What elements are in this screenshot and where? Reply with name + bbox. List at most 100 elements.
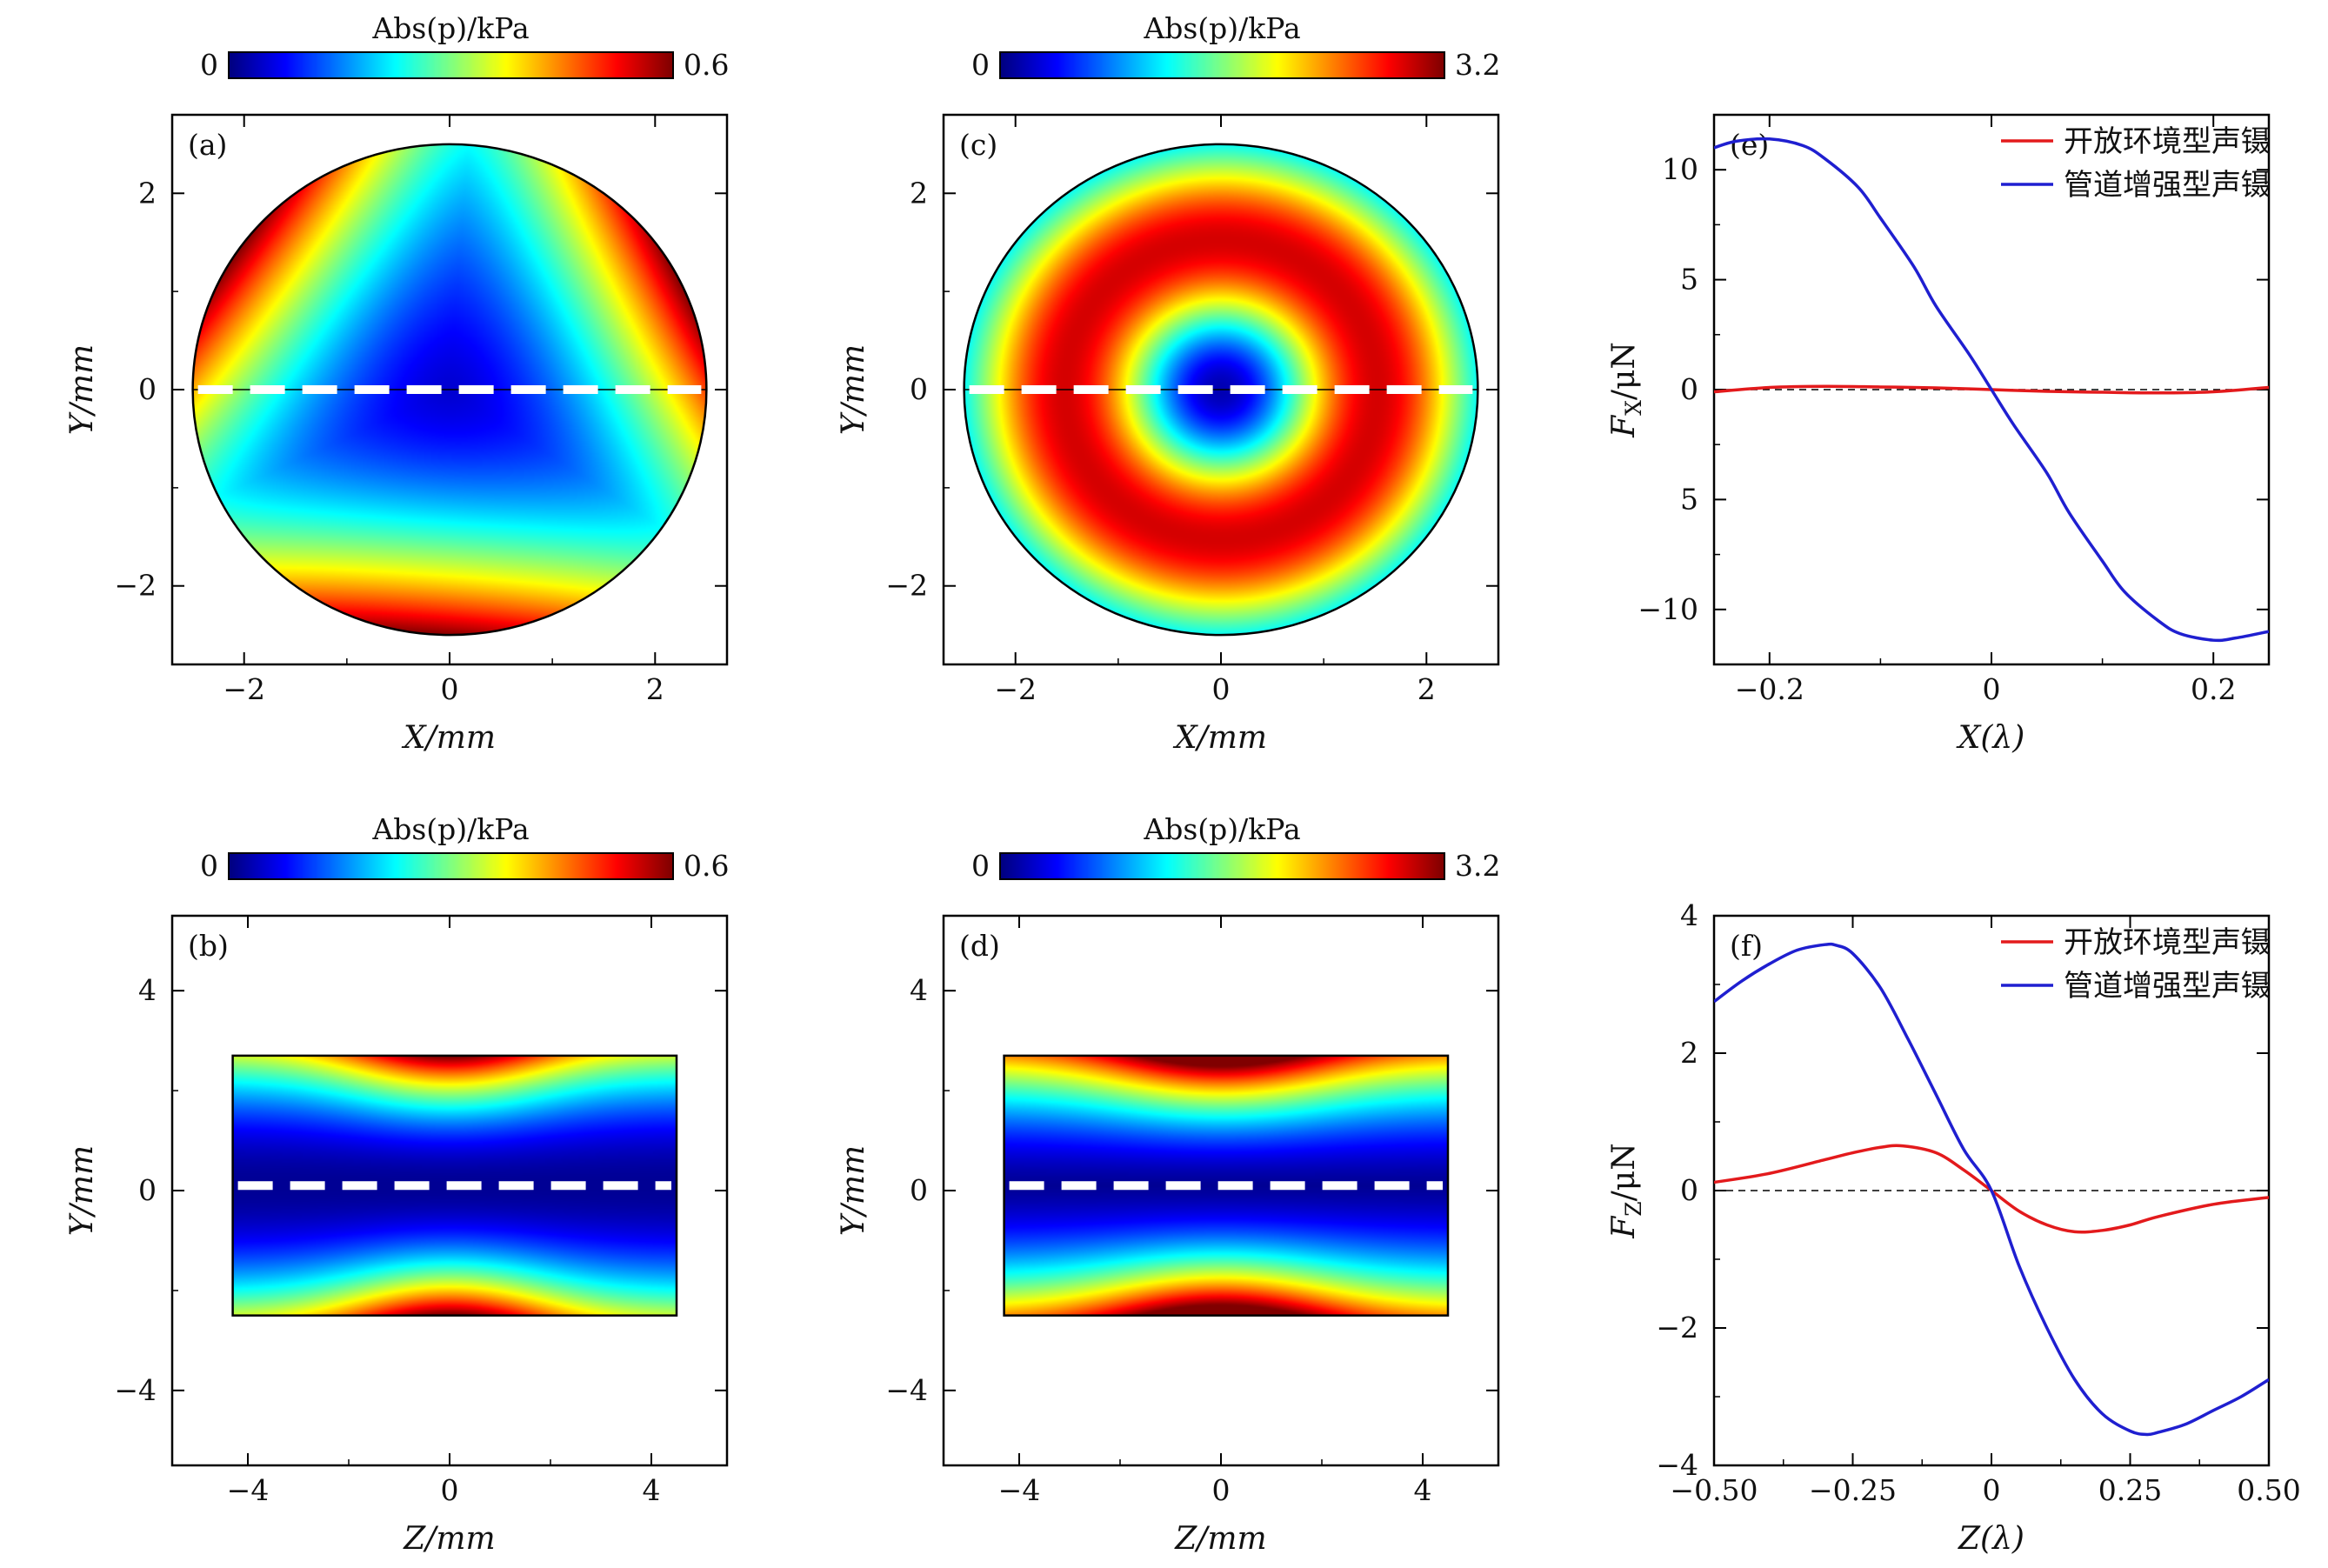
x-tick-label: 0.2 bbox=[2191, 672, 2236, 706]
colorbar-min-label: 0 bbox=[200, 48, 218, 82]
x-tick-label: 0 bbox=[441, 672, 459, 706]
x-tick-label: 0 bbox=[1212, 1473, 1231, 1507]
y-tick-label: −2 bbox=[114, 569, 157, 603]
panel-label: (e) bbox=[1730, 128, 1769, 162]
y-axis-label-main: F bbox=[1606, 414, 1642, 438]
y-tick-label: 0 bbox=[1680, 1173, 1698, 1207]
x-tick-label: 0.50 bbox=[2237, 1473, 2300, 1507]
y-tick-label: 10 bbox=[1662, 152, 1698, 186]
y-tick-label: −4 bbox=[114, 1373, 157, 1407]
y-tick-label: 0 bbox=[138, 372, 157, 406]
x-tick-label: −4 bbox=[998, 1473, 1041, 1507]
panel-label: (c) bbox=[959, 128, 997, 162]
colorbar-d bbox=[1000, 853, 1444, 879]
panel-d: 0 3.2 Abs(p)/kPa −4 0 4 −4 0 4 Z/mm Y/mm (d) bbox=[836, 812, 1500, 1557]
y-axis-label-sub: Z bbox=[1621, 1201, 1646, 1216]
y-tick-label: −4 bbox=[885, 1373, 928, 1407]
x-tick-label: −2 bbox=[994, 672, 1037, 706]
y-tick-label: −10 bbox=[1638, 592, 1698, 626]
panel-label: (f) bbox=[1730, 929, 1763, 963]
y-tick-label: −2 bbox=[1656, 1311, 1698, 1344]
y-axis-label: Y/mm bbox=[64, 344, 100, 435]
x-tick-label: 0 bbox=[1983, 672, 2001, 706]
x-axis-label: X/mm bbox=[1172, 720, 1267, 756]
colorbar-max-label: 0.6 bbox=[684, 48, 729, 82]
colorbar-title: Abs(p)/kPa bbox=[371, 11, 529, 45]
panel-label: (d) bbox=[959, 929, 1000, 963]
x-tick-label: 4 bbox=[643, 1473, 661, 1507]
panel-a: 0 0.6 Abs(p)/kPa −2 0 2 −2 0 2 X/mm Y/mm (a) bbox=[64, 11, 729, 756]
colorbar-frame-b bbox=[228, 852, 674, 880]
colorbar-a bbox=[229, 52, 673, 78]
y-tick-label: 2 bbox=[138, 176, 157, 210]
x-tick-label: 0 bbox=[441, 1473, 459, 1507]
colorbar-frame-c bbox=[999, 51, 1445, 79]
y-tick-label: −4 bbox=[1656, 1448, 1698, 1482]
colorbar-max-label: 3.2 bbox=[1455, 48, 1500, 82]
panel-b: 0 0.6 Abs(p)/kPa −4 0 4 −4 0 4 Z/mm Y/mm (b) bbox=[64, 812, 729, 1557]
y-axis-label-sub: X bbox=[1621, 400, 1646, 416]
x-tick-label: 4 bbox=[1414, 1473, 1432, 1507]
x-tick-label: 0.25 bbox=[2098, 1473, 2162, 1507]
x-tick-label: −0.50 bbox=[1670, 1473, 1758, 1507]
y-tick-label: 2 bbox=[910, 176, 928, 210]
x-axis-label: X(λ) bbox=[1956, 720, 2025, 756]
colorbar-frame-a bbox=[228, 51, 674, 79]
series-line-1 bbox=[1714, 942, 2269, 1437]
y-tick-label: −2 bbox=[885, 569, 928, 603]
y-tick-label: 2 bbox=[1680, 1036, 1698, 1070]
colorbar-title: Abs(p)/kPa bbox=[1143, 812, 1300, 846]
panel-e: −0.2 0 0.2 10 5 0 5 −10 X(λ) FX/μN (e) 开放环境型声镊管道增强型… bbox=[1606, 113, 2271, 756]
legend-label-0: 开放环境型声镊 bbox=[2064, 925, 2271, 960]
colorbar-min-label: 0 bbox=[971, 48, 990, 82]
x-tick-label: 0 bbox=[1212, 672, 1231, 706]
x-axis-label: Z/mm bbox=[1174, 1521, 1266, 1557]
series-line-1 bbox=[1714, 137, 2269, 643]
colorbar-title: Abs(p)/kPa bbox=[1143, 11, 1300, 45]
x-axis-label: Z/mm bbox=[403, 1521, 495, 1557]
panel-f: −0.50 −0.25 0 0.25 0.50 4 2 0 −2 −4 Z(λ) FZ/μN (f) 开放… bbox=[1606, 898, 2301, 1557]
legend-label-1: 管道增强型声镊 bbox=[2064, 969, 2271, 1004]
colorbar-title: Abs(p)/kPa bbox=[371, 812, 529, 846]
domain-outline-b bbox=[231, 1054, 678, 1317]
y-tick-label: 0 bbox=[910, 1173, 928, 1207]
y-tick-label: 4 bbox=[1680, 898, 1698, 932]
x-tick-label: 2 bbox=[1417, 672, 1436, 706]
y-axis-label: Y/mm bbox=[836, 344, 871, 435]
x-axis-label: Z(λ) bbox=[1958, 1521, 2024, 1557]
y-axis-label: Y/mm bbox=[64, 1145, 100, 1236]
colorbar-max-label: 0.6 bbox=[684, 849, 729, 883]
panel-label: (a) bbox=[188, 128, 227, 162]
colorbar-min-label: 0 bbox=[971, 849, 990, 883]
x-tick-label: −4 bbox=[227, 1473, 270, 1507]
y-axis-label-unit: /μN bbox=[1606, 342, 1642, 400]
y-tick-label: 0 bbox=[1680, 372, 1698, 406]
domain-outline-d bbox=[1003, 1054, 1450, 1317]
x-tick-label: −2 bbox=[223, 672, 265, 706]
panel-c: 0 3.2 Abs(p)/kPa −2 0 2 −2 0 2 X/mm Y/mm (c) bbox=[836, 11, 1500, 756]
x-tick-label: −0.2 bbox=[1735, 672, 1804, 706]
y-axis-label: FZ/μN bbox=[1606, 1143, 1646, 1238]
y-tick-label: 0 bbox=[910, 372, 928, 406]
panel-label: (b) bbox=[188, 929, 229, 963]
y-axis-label: FX/μN bbox=[1606, 342, 1646, 438]
x-tick-label: 0 bbox=[1983, 1473, 2001, 1507]
colorbar-b bbox=[229, 853, 673, 879]
y-tick-label: 4 bbox=[138, 973, 157, 1007]
y-tick-label: 4 bbox=[910, 973, 928, 1007]
legend-label-0: 开放环境型声镊 bbox=[2064, 124, 2271, 159]
colorbar-min-label: 0 bbox=[200, 849, 218, 883]
x-tick-label: −0.25 bbox=[1809, 1473, 1897, 1507]
x-axis-label: X/mm bbox=[401, 720, 496, 756]
y-axis-label: Y/mm bbox=[836, 1145, 871, 1236]
y-axis-label-main: F bbox=[1606, 1215, 1642, 1239]
y-tick-label: 5 bbox=[1680, 263, 1698, 297]
y-tick-label: 0 bbox=[138, 1173, 157, 1207]
colorbar-c bbox=[1000, 52, 1444, 78]
y-axis-label-unit: /μN bbox=[1606, 1143, 1642, 1201]
colorbar-max-label: 3.2 bbox=[1455, 849, 1500, 883]
colorbar-frame-d bbox=[999, 852, 1445, 880]
y-tick-label: 5 bbox=[1680, 482, 1698, 516]
legend-label-1: 管道增强型声镊 bbox=[2064, 168, 2271, 203]
